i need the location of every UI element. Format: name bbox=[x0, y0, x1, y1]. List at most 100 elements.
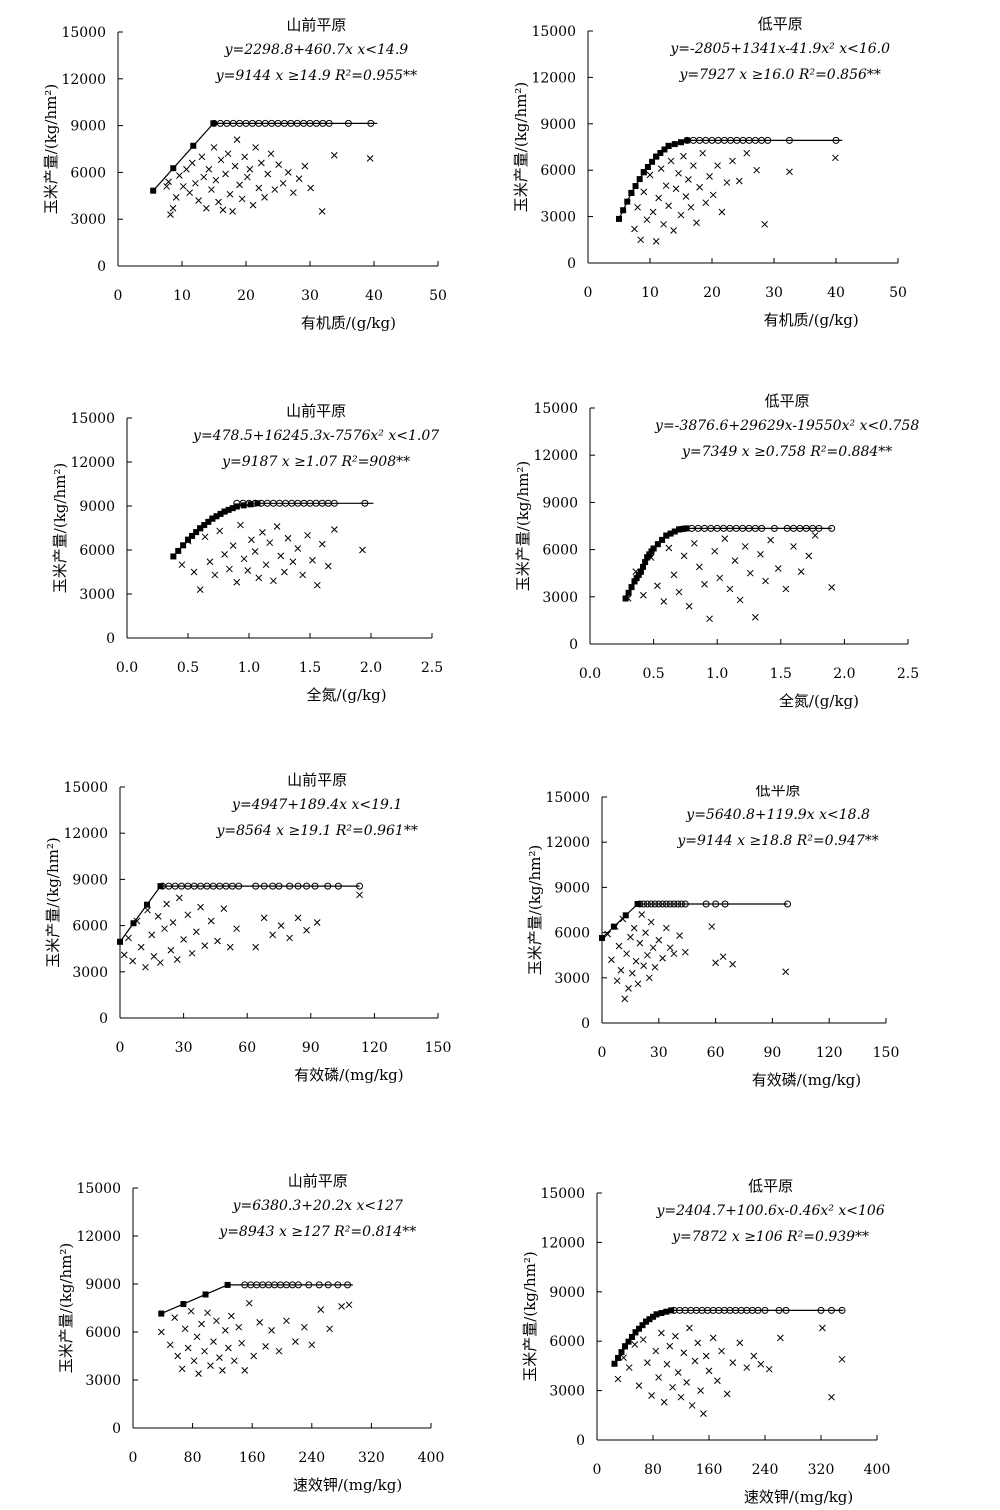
x-axis-label: 有效磷/(mg/kg) bbox=[294, 1066, 403, 1084]
observed-point bbox=[163, 183, 170, 190]
observed-point bbox=[277, 552, 285, 560]
observed-point bbox=[178, 561, 186, 569]
observed-point bbox=[654, 582, 661, 590]
equation-line-1: y=2298.8+460.7x x<14.9 bbox=[224, 42, 409, 58]
observed-point bbox=[240, 555, 248, 563]
chart-panel-4: 0 3000 6000 9000 12000 15000 0.0 0.5 1.0 1.5 2.0 2.… bbox=[500, 380, 970, 725]
y-tick-label: 15000 bbox=[61, 25, 106, 41]
x-tick-label: 30 bbox=[301, 288, 319, 304]
observed-point bbox=[286, 934, 293, 942]
y-tick-label: 15000 bbox=[533, 401, 578, 417]
observed-point bbox=[198, 153, 206, 161]
observed-point bbox=[658, 1329, 665, 1337]
chart-svg: 0 3000 6000 9000 12000 15000 0 30 60 90 120 150 有效磷/… bbox=[526, 781, 899, 1089]
observed-point bbox=[697, 1387, 704, 1394]
observed-point bbox=[718, 1347, 725, 1355]
fit-point bbox=[625, 589, 632, 596]
observed-point bbox=[765, 1365, 773, 1373]
observed-point bbox=[304, 531, 311, 539]
observed-point bbox=[250, 1352, 258, 1360]
observed-point bbox=[621, 995, 629, 1003]
x-tick-label: 60 bbox=[707, 1045, 725, 1061]
fit-point bbox=[197, 525, 204, 532]
observed-point bbox=[672, 1332, 679, 1340]
observed-point bbox=[188, 159, 196, 167]
observed-point bbox=[258, 159, 265, 167]
chart-panel-2: 0 3000 6000 9000 12000 15000 0 10 20 30 40 50 有机质/(g… bbox=[500, 5, 970, 350]
y-axis-label: 玉米产量/(kg/hm²) bbox=[514, 461, 532, 591]
x-axis-label: 全氮/(g/kg) bbox=[307, 686, 387, 704]
observed-point bbox=[688, 1402, 696, 1409]
observed-point bbox=[620, 1354, 627, 1362]
observed-point bbox=[252, 943, 260, 951]
observed-point bbox=[268, 1327, 275, 1334]
observed-point bbox=[753, 166, 760, 174]
observed-point bbox=[156, 959, 164, 966]
fit-point bbox=[185, 536, 191, 543]
observed-point bbox=[714, 1377, 721, 1385]
fit-point bbox=[620, 207, 627, 214]
x-axis-label: 速效钾/(mg/kg) bbox=[744, 1488, 853, 1505]
observed-point bbox=[237, 521, 244, 529]
observed-point bbox=[202, 204, 210, 212]
observed-point bbox=[190, 1357, 198, 1365]
observed-point bbox=[644, 1359, 651, 1366]
y-tick-label: 9000 bbox=[72, 872, 108, 888]
observed-point bbox=[636, 939, 644, 947]
observed-point bbox=[757, 550, 764, 558]
fit-point bbox=[117, 938, 123, 945]
fit-point bbox=[635, 571, 642, 578]
observed-point bbox=[221, 551, 228, 558]
observed-point bbox=[345, 1301, 353, 1309]
y-tick-label: 3000 bbox=[540, 210, 576, 226]
observed-point bbox=[662, 182, 670, 190]
observed-point bbox=[669, 1383, 676, 1391]
observed-point bbox=[308, 1341, 316, 1349]
fit-point bbox=[633, 575, 640, 582]
observed-point bbox=[303, 926, 310, 934]
observed-point bbox=[260, 914, 268, 922]
observed-point bbox=[166, 1341, 174, 1349]
observed-point bbox=[651, 963, 659, 971]
observed-point bbox=[666, 944, 674, 952]
observed-point bbox=[326, 1325, 334, 1333]
observed-point bbox=[246, 165, 254, 173]
observed-point bbox=[317, 1306, 325, 1313]
fit-point bbox=[663, 1308, 670, 1315]
observed-point bbox=[294, 545, 302, 552]
fit-point bbox=[150, 187, 157, 194]
plateau-point bbox=[775, 1306, 783, 1314]
observed-point bbox=[195, 197, 202, 204]
observed-point bbox=[655, 936, 663, 944]
observed-point bbox=[256, 1319, 264, 1326]
observed-point bbox=[680, 152, 687, 160]
observed-point bbox=[640, 188, 648, 196]
chart-title: 山前平原 bbox=[286, 16, 346, 34]
equation-line-1: y=-2805+1341x-41.9x² x<16.0 bbox=[669, 41, 890, 57]
y-tick-label: 3000 bbox=[72, 965, 108, 981]
observed-point bbox=[805, 552, 813, 560]
plateau-point bbox=[828, 1306, 835, 1314]
observed-point bbox=[241, 1367, 249, 1374]
plateau-point bbox=[721, 900, 729, 908]
plateau-point bbox=[754, 1306, 762, 1314]
x-tick-label: 0 bbox=[598, 1045, 607, 1061]
observed-point bbox=[169, 919, 177, 926]
observed-point bbox=[706, 173, 713, 180]
equation-line-1: y=5640.8+119.9x x<18.8 bbox=[685, 807, 870, 823]
observed-point bbox=[681, 948, 689, 956]
fit-point bbox=[671, 141, 678, 148]
observed-point bbox=[198, 1320, 205, 1328]
observed-point bbox=[283, 1317, 290, 1325]
plateau-point bbox=[784, 900, 792, 908]
observed-point bbox=[277, 922, 285, 929]
observed-point bbox=[644, 951, 651, 959]
observed-point bbox=[192, 928, 200, 936]
observed-point bbox=[741, 543, 749, 550]
fit-point bbox=[205, 518, 212, 525]
observed-point bbox=[711, 547, 719, 555]
observed-point bbox=[216, 1354, 223, 1361]
observed-point bbox=[313, 919, 321, 926]
fit-point bbox=[189, 532, 196, 539]
x-tick-label: 1.5 bbox=[299, 660, 321, 676]
